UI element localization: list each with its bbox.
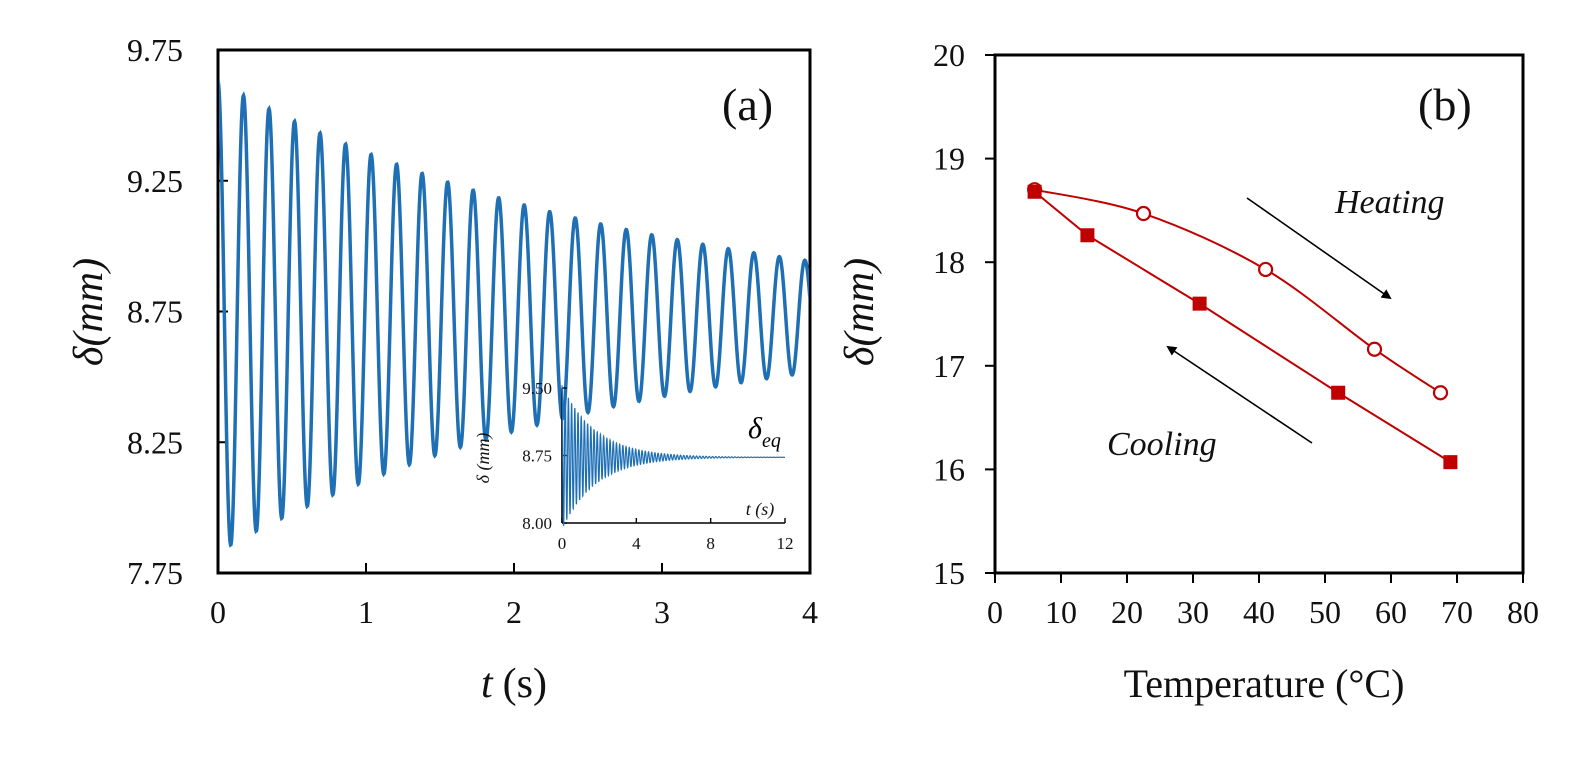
series-cooling-point [1331, 385, 1346, 400]
panel-a-y-tick-label: 8.25 [127, 424, 183, 460]
series-cooling-line [1033, 190, 1451, 463]
panel-a-x-tick-label: 3 [654, 594, 670, 630]
panel-a-y-tick-label: 8.75 [127, 294, 183, 330]
inset-annotation-sub: eq [762, 430, 781, 452]
panel-b-x-tick-label: 60 [1375, 594, 1407, 630]
series-heating-point [1135, 205, 1152, 222]
panel-a-series-line [219, 80, 809, 548]
panel-b-x-tick-label: 30 [1177, 594, 1209, 630]
panel-b-label: (b) [1418, 79, 1472, 130]
inset-y-tick-label: 9.50 [522, 379, 552, 398]
panel-b-x-axis-label: Temperature (°C) [1124, 661, 1405, 706]
series-cooling-point [1027, 184, 1042, 199]
cooling-annotation: Cooling [1107, 426, 1217, 463]
inset-x-tick-labels: 0 4 8 12 [558, 534, 794, 553]
panel-a-y-label-var: δ [66, 345, 112, 366]
inset-y-tick-label: 8.75 [522, 447, 552, 466]
panel-b-y-label-unit: (mm) [837, 258, 883, 347]
panel-b-y-tick-label: 17 [933, 348, 965, 384]
inset-x-tick-label: 4 [632, 534, 641, 553]
panel-b-y-tick-labels: 15 16 17 18 19 20 [933, 37, 965, 591]
panel-a-inset: 8.00 8.75 9.50 0 4 8 12 δ (mm) t (s) δeq [473, 379, 794, 553]
panel-a-label: (a) [722, 79, 773, 130]
panel-b-y-tick-label: 20 [933, 37, 965, 73]
panel-b-x-tick-label: 50 [1309, 594, 1341, 630]
series-heating-point [1257, 261, 1274, 278]
panel-b-series [1026, 182, 1458, 470]
panel-a-x-tick-label: 2 [506, 594, 522, 630]
panel-a-x-tick-label: 4 [802, 594, 818, 630]
panel-a-x-tick-label: 0 [210, 594, 226, 630]
panel-a-x-label-unit: (s) [503, 661, 547, 707]
panel-a-y-tick-labels: 7.75 8.25 8.75 9.25 9.75 [127, 32, 183, 591]
panel-b-x-tick-label: 40 [1243, 594, 1275, 630]
panel-a-y-label-unit: (mm) [66, 258, 112, 347]
panel-a-y-axis-label: δ(mm) [66, 258, 112, 366]
inset-y-label: δ (mm) [473, 433, 494, 484]
series-cooling-point [1443, 455, 1458, 470]
panel-b-frame [993, 53, 1525, 575]
panel-a-y-tick-label: 9.75 [127, 32, 183, 68]
panel-a-x-tick-label: 1 [358, 594, 374, 630]
panel-b-x-tick-label: 70 [1441, 594, 1473, 630]
series-heating-point [1432, 385, 1449, 401]
panel-a-ticks [217, 49, 811, 574]
panel-b: 15 16 17 18 19 20 0 10 20 30 40 50 60 70 80 (b) Heati… [837, 37, 1539, 706]
inset-x-tick-label: 12 [777, 534, 794, 553]
series-cooling-point [1192, 296, 1207, 311]
series-cooling-point [1080, 228, 1095, 243]
heating-annotation: Heating [1334, 184, 1445, 221]
inset-x-tick-label: 8 [706, 534, 715, 553]
inset-x-tick-label: 0 [558, 534, 567, 553]
inset-annotation: δeq [748, 412, 781, 452]
cooling-arrow [1166, 345, 1313, 444]
inset-annotation-delta: δ [748, 412, 763, 445]
panel-a-x-tick-labels: 0 1 2 3 4 [210, 594, 818, 630]
panel-a-x-axis-label: t (s) [481, 661, 547, 707]
panel-b-y-tick-label: 19 [933, 141, 965, 177]
panel-b-x-tick-label: 10 [1045, 594, 1077, 630]
panel-b-y-tick-label: 18 [933, 244, 965, 280]
panel-b-y-tick-label: 15 [933, 555, 965, 591]
panel-b-x-tick-label: 80 [1507, 594, 1539, 630]
series-heating-point [1366, 341, 1383, 357]
panel-a-x-label-var: t [481, 661, 494, 707]
panel-b-y-label-var: δ [837, 345, 883, 366]
inset-series-line [561, 385, 786, 526]
panel-b-ticks [985, 54, 1524, 583]
panel-b-x-tick-labels: 0 10 20 30 40 50 60 70 80 [987, 594, 1539, 630]
inset-y-tick-label: 8.00 [522, 514, 552, 533]
panel-b-x-tick-label: 20 [1111, 594, 1143, 630]
panel-a-y-tick-label: 7.75 [127, 555, 183, 591]
heating-arrow [1246, 197, 1392, 300]
panel-b-x-tick-label: 0 [987, 594, 1003, 630]
panel-a-y-tick-label: 9.25 [127, 163, 183, 199]
panel-b-y-axis-label: δ(mm) [837, 258, 883, 366]
inset-x-label: t (s) [746, 499, 775, 520]
panel-b-y-tick-label: 16 [933, 451, 965, 487]
inset-y-tick-labels: 8.00 8.75 9.50 [522, 379, 552, 533]
